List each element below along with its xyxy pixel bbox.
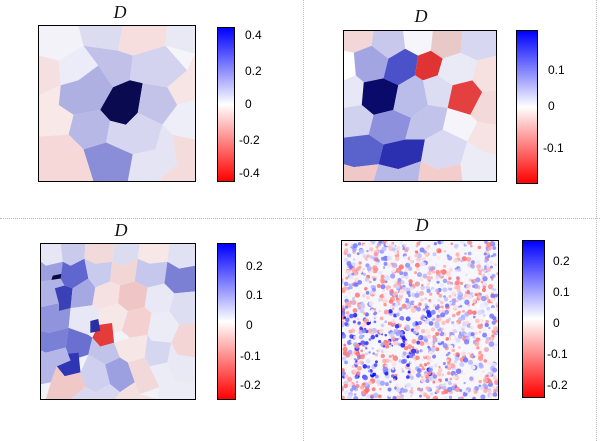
panel-2-colorbar: [516, 30, 538, 184]
panel-1-tick-0: 0.4: [245, 28, 262, 42]
panel-2-grain-map: [343, 30, 497, 182]
panel-4-title: D: [415, 215, 429, 235]
panel-1-tick-2: 0: [245, 97, 252, 111]
right-edge-divider: [596, 0, 597, 441]
panel-1-title: D: [113, 2, 127, 22]
panel-2-tick-0: 0.1: [548, 63, 565, 77]
panel-3-tick-2: 0: [246, 318, 253, 332]
panel-1-colorbar: [217, 27, 235, 182]
panel-3-tick-4: -0.2: [240, 378, 261, 392]
panel-4-tick-0: 0.2: [553, 254, 570, 268]
panel-1-tick-4: -0.4: [239, 166, 260, 180]
panel-3-title: D: [114, 220, 128, 240]
panel-3-grain-map: [40, 243, 196, 400]
panel-2-tick-2: -0.1: [543, 141, 564, 155]
panel-2-title: D: [414, 6, 428, 26]
panel-4-colorbar: [522, 240, 545, 398]
panel-3-colorbar: [217, 243, 236, 400]
panel-4-tick-2: 0: [553, 316, 560, 330]
vertical-divider: [303, 0, 304, 441]
panel-1-tick-1: 0.2: [245, 64, 262, 78]
horizontal-divider: [0, 218, 600, 219]
panel-3-tick-3: -0.1: [240, 349, 261, 363]
panel-4-tick-3: -0.1: [547, 347, 568, 361]
panel-4-tick-1: 0.1: [553, 285, 570, 299]
panel-4-tick-4: -0.2: [547, 378, 568, 392]
panel-3-tick-1: 0.1: [246, 288, 263, 302]
panel-1-grain-map: [38, 25, 196, 182]
panel-2-tick-1: 0: [548, 99, 555, 113]
panel-4-grain-map: [341, 240, 499, 400]
panel-1-tick-3: -0.2: [239, 133, 260, 147]
panel-3-tick-0: 0.2: [246, 259, 263, 273]
